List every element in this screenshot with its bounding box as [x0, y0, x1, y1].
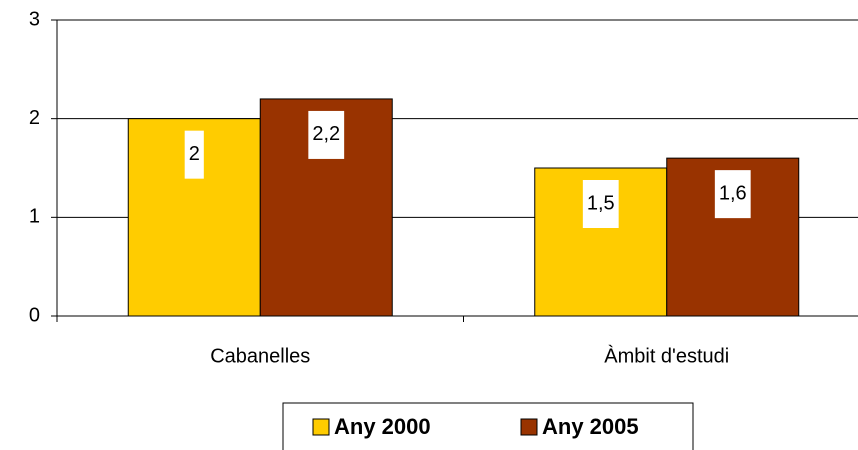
x-tick-label: Àmbit d'estudi — [604, 344, 729, 367]
y-tick-label: 0 — [29, 304, 40, 326]
x-tick-label: Cabanelles — [210, 345, 310, 367]
data-label-box — [308, 110, 345, 159]
legend-label: Any 2000 — [334, 414, 431, 439]
data-label-box — [714, 170, 751, 219]
legend-swatch — [312, 418, 330, 436]
y-tick-label: 2 — [29, 107, 40, 129]
data-label: 1,6 — [719, 182, 747, 204]
legend-swatch — [520, 418, 538, 436]
data-label-box — [184, 130, 204, 179]
legend-box — [282, 402, 694, 450]
data-label: 2,2 — [312, 123, 340, 145]
y-tick-label: 1 — [29, 206, 40, 228]
data-label-box — [582, 180, 619, 228]
y-tick-label: 3 — [29, 8, 40, 30]
data-label: 2 — [189, 143, 200, 165]
data-label: 1,5 — [587, 192, 615, 214]
legend-label: Any 2005 — [542, 414, 639, 439]
